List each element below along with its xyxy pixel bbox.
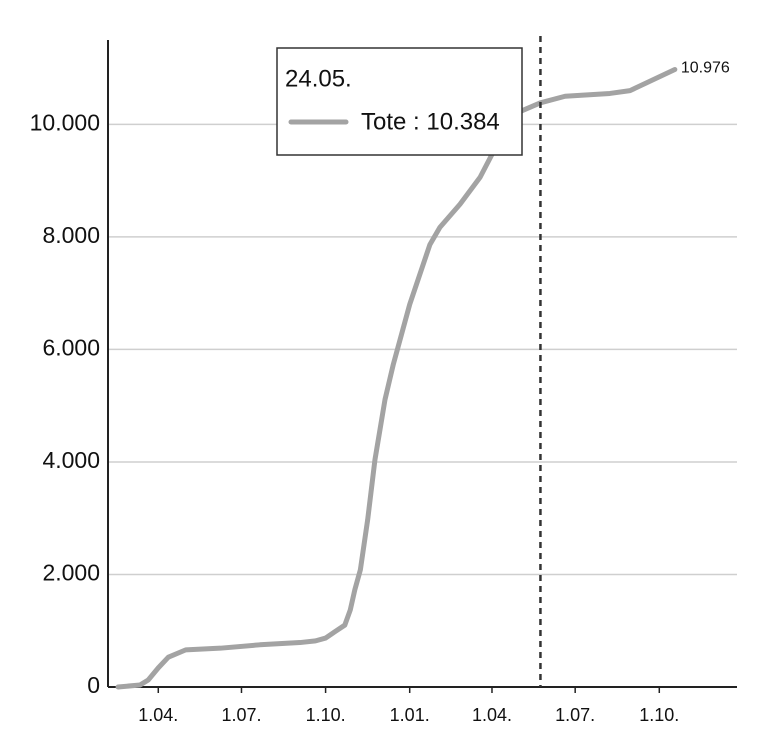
y-tick-label: 4.000 xyxy=(42,447,100,473)
line xyxy=(115,66,678,690)
x-tick-label: 1.10. xyxy=(639,705,679,725)
y-tick-label: 6.000 xyxy=(42,335,100,361)
tooltip-title: 24.05. xyxy=(285,65,352,92)
y-tick-label: 8.000 xyxy=(42,222,100,248)
end-label: 10.976 xyxy=(681,60,730,77)
x-tick-label: 1.07. xyxy=(221,705,261,725)
y-tick-label: 2.000 xyxy=(42,560,100,586)
tooltip-label: Tote : 10.384 xyxy=(361,108,500,135)
tooltip-box xyxy=(276,47,523,156)
x-tick-label: 1.01. xyxy=(390,705,430,725)
y-tick-label: 0 xyxy=(87,672,100,698)
x-tick-label: 1.04. xyxy=(138,705,178,725)
y-tick-label: 10.000 xyxy=(30,109,100,135)
x-tick-label: 1.07. xyxy=(555,705,595,725)
x-tick-label: 1.04. xyxy=(472,705,512,725)
x-tick-label: 1.10. xyxy=(306,705,346,725)
